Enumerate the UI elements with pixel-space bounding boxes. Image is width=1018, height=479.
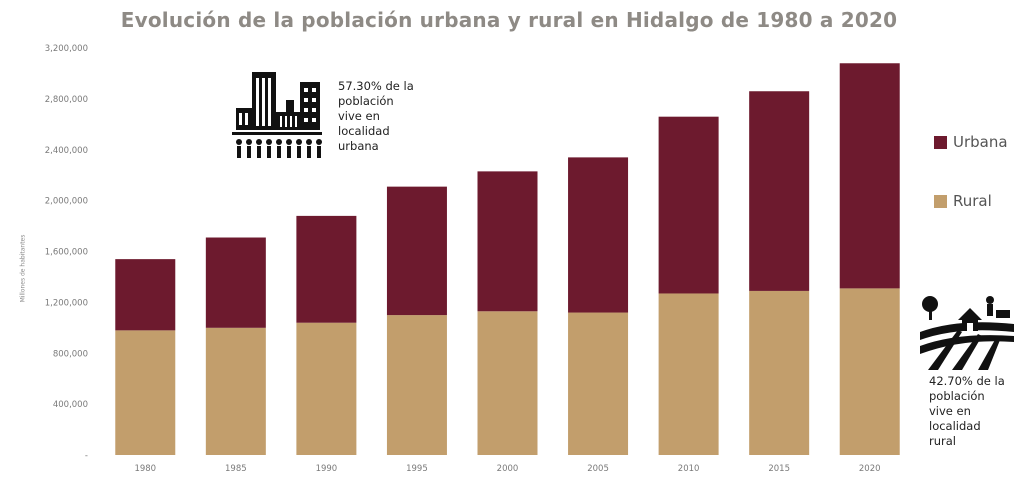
bar-rural-1995: [386, 315, 447, 455]
x-tick-label: 1995: [406, 464, 428, 474]
x-tick-label: 1990: [316, 464, 338, 474]
chart-title: Evolución de la población urbana y rural…: [120, 8, 898, 32]
bar-urbana-2020: [839, 63, 900, 289]
x-tick-label: 1980: [134, 464, 156, 474]
legend-rural: Rural: [934, 192, 992, 210]
bar-rural-2015: [749, 290, 810, 455]
legend-urbana: Urbana: [934, 133, 1008, 151]
bar-urbana-1990: [296, 215, 357, 323]
bar-urbana-2010: [658, 116, 719, 294]
y-tick-label: 3,200,000: [45, 44, 88, 54]
bar-rural-2020: [839, 288, 900, 455]
bar-rural-2010: [658, 293, 719, 455]
y-tick-label: 1,200,000: [45, 298, 88, 308]
legend-label-urbana: Urbana: [953, 133, 1008, 151]
y-tick-label: 1,600,000: [45, 248, 88, 258]
bar-rural-2000: [477, 311, 538, 455]
x-axis-ticks: 1980 1985 1990 1995 2000 2005 2010 2015 2020: [134, 464, 880, 474]
bar-urbana-1980: [115, 259, 176, 331]
urban-annotation: 57.30% de la población vive en localidad…: [338, 79, 414, 153]
y-axis-ticks: - 400,000 800,000 1,200,000 1,600,000 2,000,0…: [45, 44, 88, 461]
bar-rural-1980: [115, 330, 176, 455]
legend-swatch-urbana: [934, 135, 947, 149]
bar-urbana-2000: [477, 171, 538, 312]
bars: [115, 63, 900, 455]
x-tick-label: 2005: [587, 464, 609, 474]
x-tick-label: 2015: [768, 464, 790, 474]
bar-rural-1985: [205, 327, 266, 455]
bar-urbana-1985: [205, 237, 266, 328]
x-tick-label: 2020: [859, 464, 881, 474]
y-tick-label: 2,800,000: [45, 95, 88, 105]
farm-field-icon: [918, 292, 1016, 370]
y-tick-label: -: [85, 451, 88, 461]
y-tick-label: 800,000: [53, 349, 88, 359]
y-tick-label: 2,000,000: [45, 197, 88, 207]
bar-urbana-1995: [386, 186, 447, 316]
city-buildings-icon: [230, 70, 325, 162]
bar-rural-2005: [568, 312, 629, 455]
x-tick-label: 1985: [225, 464, 247, 474]
x-tick-label: 2010: [678, 464, 700, 474]
legend-swatch-rural: [934, 194, 947, 208]
y-tick-label: 400,000: [53, 400, 88, 410]
y-tick-label: 2,400,000: [45, 146, 88, 156]
bar-urbana-2015: [749, 91, 810, 291]
bar-rural-1990: [296, 322, 357, 455]
bar-urbana-2005: [568, 157, 629, 313]
legend-label-rural: Rural: [953, 192, 992, 210]
x-tick-label: 2000: [497, 464, 519, 474]
rural-annotation: 42.70% de la población vive en localidad…: [929, 374, 1005, 448]
